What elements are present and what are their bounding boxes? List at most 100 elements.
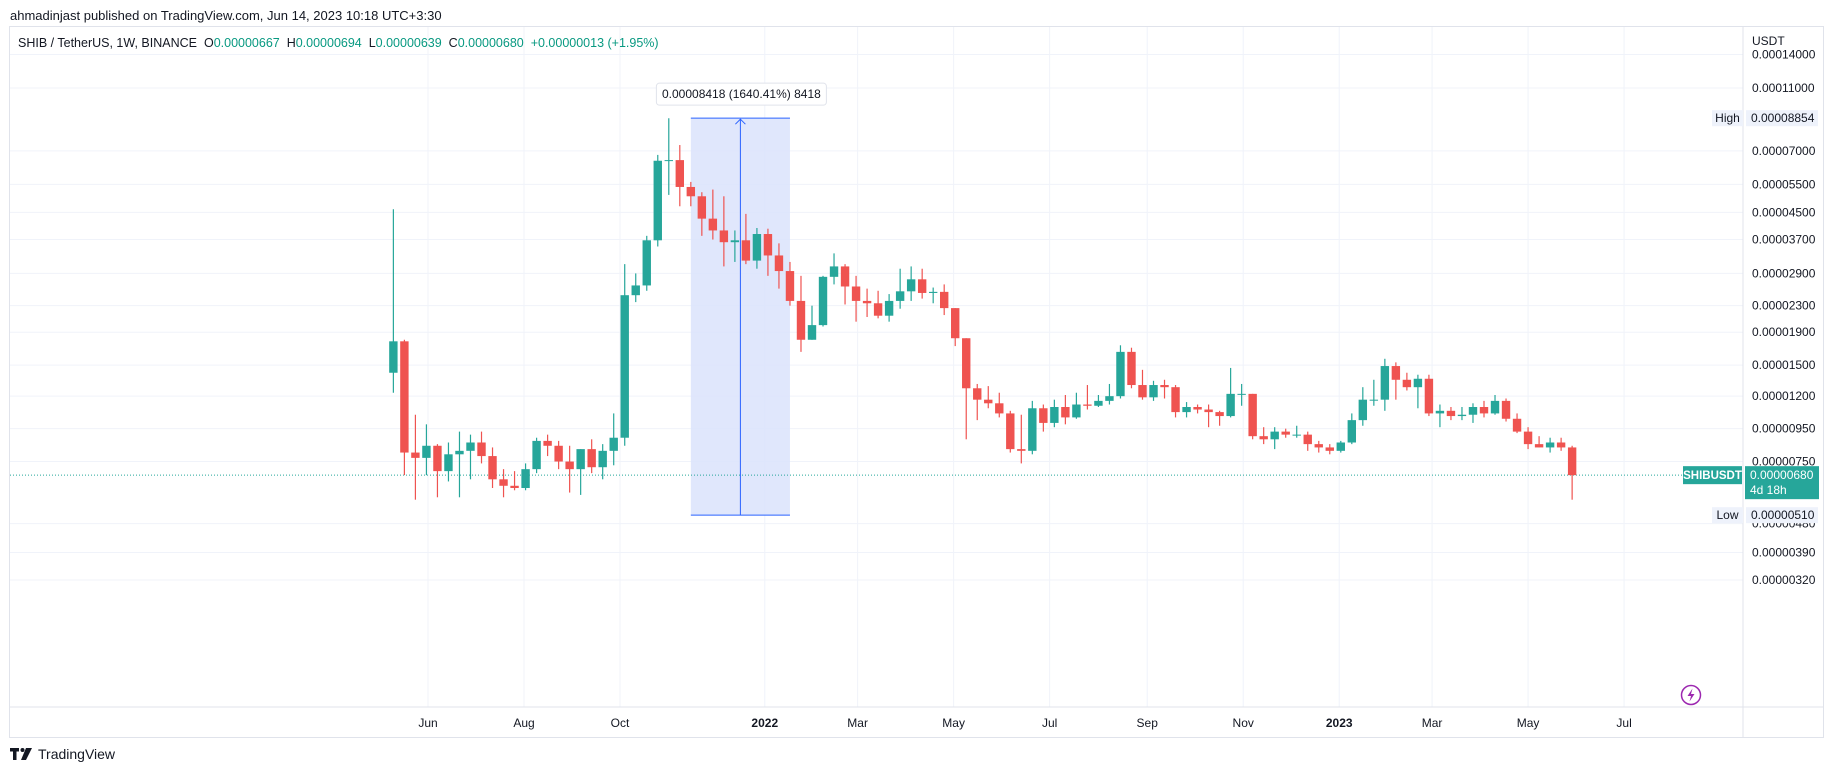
candle[interactable] — [1545, 437, 1555, 453]
candle[interactable] — [752, 228, 762, 269]
candle[interactable] — [477, 431, 486, 464]
candle[interactable] — [1204, 404, 1213, 428]
candle[interactable] — [1028, 400, 1037, 455]
candle[interactable] — [1270, 427, 1279, 450]
candle[interactable] — [1314, 440, 1323, 453]
candle[interactable] — [1094, 395, 1103, 408]
candle[interactable] — [631, 273, 640, 303]
candle[interactable] — [895, 268, 905, 309]
candle[interactable] — [1050, 399, 1059, 428]
candle[interactable] — [664, 118, 673, 195]
candle[interactable] — [785, 261, 795, 306]
candle[interactable] — [1039, 404, 1048, 432]
candle[interactable] — [1369, 379, 1379, 406]
candle[interactable] — [576, 449, 585, 495]
candle[interactable] — [1446, 407, 1456, 421]
candle[interactable] — [851, 275, 861, 322]
candle[interactable] — [1512, 413, 1522, 434]
candle[interactable] — [774, 243, 784, 289]
candle[interactable] — [1325, 444, 1334, 455]
candle[interactable] — [763, 228, 773, 276]
candle[interactable] — [433, 444, 442, 498]
candle[interactable] — [951, 308, 960, 347]
candle[interactable] — [499, 469, 508, 498]
candle[interactable] — [1072, 392, 1081, 419]
candle[interactable] — [620, 264, 629, 446]
candle[interactable] — [1281, 428, 1290, 438]
footer-brand[interactable]: TradingView — [10, 746, 115, 762]
candle[interactable] — [675, 145, 685, 207]
candle[interactable] — [411, 414, 420, 500]
candle[interactable] — [1116, 345, 1125, 399]
candle[interactable] — [466, 434, 475, 480]
candle[interactable] — [1534, 436, 1544, 448]
candle[interactable] — [906, 266, 916, 301]
candle[interactable] — [653, 154, 662, 247]
candle[interactable] — [796, 275, 806, 352]
candle[interactable] — [1083, 385, 1092, 410]
candle[interactable] — [1380, 358, 1390, 411]
candle[interactable] — [1171, 385, 1180, 418]
candle[interactable] — [1237, 383, 1246, 406]
candle[interactable] — [1567, 445, 1577, 500]
candle[interactable] — [587, 439, 596, 474]
candle[interactable] — [686, 181, 696, 207]
candle[interactable] — [642, 235, 651, 291]
candle[interactable] — [532, 437, 541, 474]
candle[interactable] — [1336, 440, 1345, 453]
candle[interactable] — [1292, 425, 1301, 438]
candle[interactable] — [1402, 372, 1412, 391]
candle[interactable] — [697, 192, 707, 236]
candle[interactable] — [1138, 369, 1147, 400]
candle[interactable] — [741, 213, 751, 265]
candle[interactable] — [455, 431, 464, 498]
candle[interactable] — [1193, 404, 1202, 414]
candle[interactable] — [840, 264, 850, 305]
candle[interactable] — [984, 386, 993, 409]
candle[interactable] — [818, 275, 828, 327]
candle[interactable] — [1490, 395, 1500, 415]
candle[interactable] — [939, 284, 949, 316]
candle[interactable] — [565, 445, 574, 493]
candle[interactable] — [1556, 437, 1566, 451]
candle[interactable] — [995, 392, 1004, 418]
candle[interactable] — [521, 463, 530, 491]
candle[interactable] — [1182, 402, 1191, 418]
candle[interactable] — [928, 287, 938, 304]
candle[interactable] — [730, 230, 740, 262]
candle[interactable] — [1061, 395, 1070, 425]
candle[interactable] — [829, 253, 839, 285]
candle[interactable] — [1105, 383, 1114, 405]
candle[interactable] — [1391, 362, 1401, 400]
candle[interactable] — [1457, 407, 1467, 421]
candle[interactable] — [917, 268, 927, 299]
candle[interactable] — [543, 434, 552, 457]
candle[interactable] — [510, 471, 519, 491]
candle[interactable] — [1523, 427, 1533, 450]
candle[interactable] — [1435, 404, 1445, 428]
candle[interactable] — [1127, 347, 1136, 389]
candle[interactable] — [884, 294, 894, 322]
candle[interactable] — [400, 339, 409, 476]
candle[interactable] — [488, 447, 497, 489]
candle[interactable] — [422, 424, 431, 476]
replay-icon[interactable] — [1680, 684, 1702, 706]
candle[interactable] — [708, 189, 718, 240]
candle[interactable] — [719, 196, 729, 267]
legend-symbol[interactable]: SHIB / TetherUS, 1W, BINANCE — [18, 36, 197, 50]
candle[interactable] — [1501, 398, 1511, 422]
candle[interactable] — [873, 290, 883, 319]
candle[interactable] — [444, 442, 453, 482]
candle[interactable] — [1259, 427, 1268, 445]
candle[interactable] — [554, 440, 563, 470]
candle[interactable] — [1149, 380, 1158, 401]
candle[interactable] — [1160, 379, 1169, 399]
candle[interactable] — [807, 305, 817, 340]
candle[interactable] — [1424, 374, 1434, 417]
candle[interactable] — [962, 338, 971, 440]
candle[interactable] — [1479, 400, 1489, 418]
candle[interactable] — [609, 413, 618, 466]
candle[interactable] — [598, 444, 607, 480]
